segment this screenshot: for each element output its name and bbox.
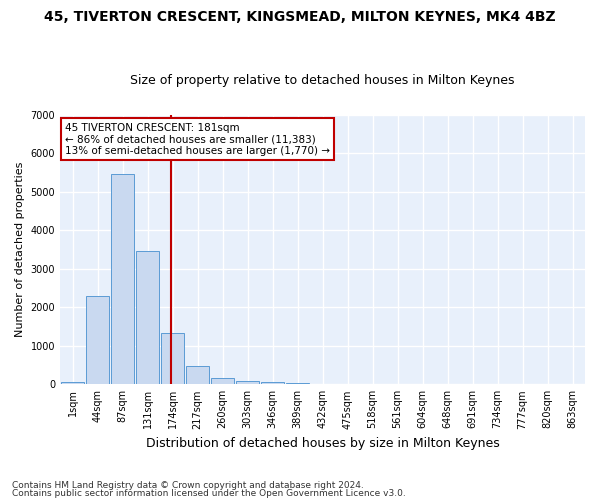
Bar bbox=[236, 381, 259, 384]
Text: 45, TIVERTON CRESCENT, KINGSMEAD, MILTON KEYNES, MK4 4BZ: 45, TIVERTON CRESCENT, KINGSMEAD, MILTON… bbox=[44, 10, 556, 24]
Bar bbox=[86, 296, 109, 384]
Bar bbox=[111, 174, 134, 384]
Bar bbox=[161, 334, 184, 384]
Bar bbox=[211, 378, 234, 384]
Bar bbox=[261, 382, 284, 384]
Bar bbox=[136, 252, 159, 384]
Bar bbox=[286, 383, 309, 384]
Bar bbox=[61, 382, 84, 384]
Y-axis label: Number of detached properties: Number of detached properties bbox=[15, 162, 25, 337]
Title: Size of property relative to detached houses in Milton Keynes: Size of property relative to detached ho… bbox=[130, 74, 515, 87]
Text: Contains HM Land Registry data © Crown copyright and database right 2024.: Contains HM Land Registry data © Crown c… bbox=[12, 481, 364, 490]
Text: Contains public sector information licensed under the Open Government Licence v3: Contains public sector information licen… bbox=[12, 488, 406, 498]
X-axis label: Distribution of detached houses by size in Milton Keynes: Distribution of detached houses by size … bbox=[146, 437, 499, 450]
Text: 45 TIVERTON CRESCENT: 181sqm
← 86% of detached houses are smaller (11,383)
13% o: 45 TIVERTON CRESCENT: 181sqm ← 86% of de… bbox=[65, 122, 330, 156]
Bar bbox=[186, 366, 209, 384]
